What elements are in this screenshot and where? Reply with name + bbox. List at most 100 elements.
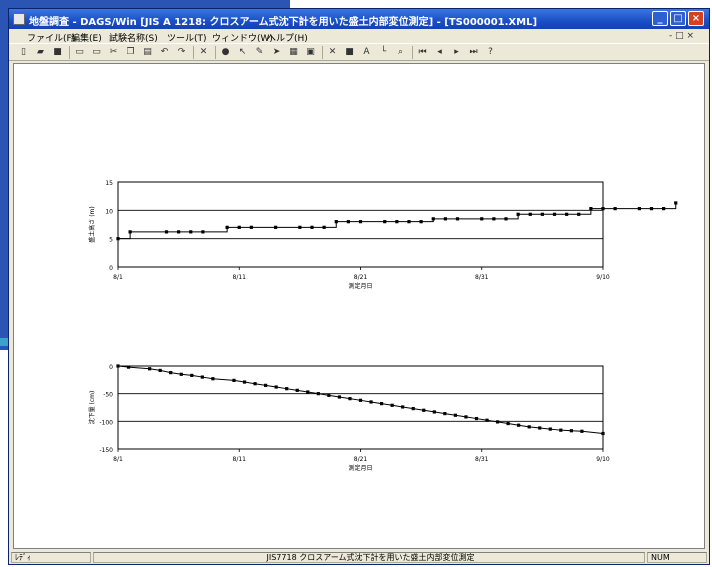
data-point <box>358 220 363 224</box>
data-point <box>464 415 468 419</box>
box-icon[interactable]: ■ <box>345 47 354 57</box>
plot-frame <box>117 181 604 268</box>
data-point <box>190 373 194 378</box>
data-point <box>495 420 500 424</box>
plot-frame <box>117 365 604 450</box>
next-page-icon[interactable]: ▸ <box>454 47 459 57</box>
data-point <box>126 365 131 369</box>
prev-page-icon[interactable]: ◂ <box>437 47 442 57</box>
cut-icon[interactable]: ✂ <box>109 47 118 57</box>
x-tick-label: 8/21 <box>354 456 368 463</box>
help-icon[interactable]: ? <box>488 47 493 57</box>
menu-test[interactable]: 試験名称(S) <box>109 34 158 44</box>
y-axis-label: 沈下量 (cm) <box>88 391 96 425</box>
toolbar-separator <box>215 46 216 59</box>
paste-icon[interactable]: ▤ <box>143 47 152 57</box>
data-point <box>674 201 678 205</box>
corner-icon[interactable]: └ <box>380 47 387 57</box>
data-point <box>390 403 394 407</box>
close-button[interactable]: × <box>688 11 704 26</box>
mdi-controls[interactable]: - □ × <box>669 31 695 41</box>
menu-tools[interactable]: ツール(T) <box>167 34 207 44</box>
x-tick-label: 8/11 <box>233 456 247 463</box>
open-folder-icon[interactable]: ▰ <box>37 47 44 57</box>
data-point <box>517 423 521 427</box>
point-icon[interactable]: ● <box>221 47 230 57</box>
data-point <box>164 230 169 234</box>
save-icon[interactable]: ■ <box>53 47 62 57</box>
data-point <box>232 378 236 382</box>
data-point <box>189 230 193 234</box>
toolbar-separator <box>69 46 70 59</box>
x-tick-label: 9/10 <box>596 274 610 281</box>
data-point <box>237 225 241 229</box>
data-point <box>285 387 289 391</box>
data-point <box>637 207 641 211</box>
app-icon[interactable] <box>13 13 25 25</box>
data-point <box>395 220 399 224</box>
data-point <box>552 212 557 216</box>
data-point <box>577 212 581 216</box>
toolbar: ▯ ▰ ■ ▭ ▭ ✂ ❐ ▤ ↶ ↷ ✕ ● ↖ ✎ ➤ ▦ ▣ ✕ ■ A └ ⌕ ⏮ ◂ ▸ ⏭? <box>9 43 709 61</box>
y-tick-label: 5 <box>109 237 113 244</box>
pointer-icon[interactable]: ➤ <box>272 47 281 57</box>
new-file-icon[interactable]: ▯ <box>21 47 26 57</box>
data-point <box>348 397 352 401</box>
copy-icon[interactable]: ❐ <box>126 47 135 57</box>
data-point <box>422 408 426 412</box>
window-title: 地盤調査 - DAGS/Win [JIS A 1218: クロスアーム式沈下計を… <box>29 17 538 28</box>
data-point <box>264 383 268 387</box>
last-page-icon[interactable]: ⏭ <box>469 47 478 57</box>
menu-edit[interactable]: 編集(E) <box>71 34 102 44</box>
data-point <box>242 380 247 384</box>
x-tick-label: 8/31 <box>475 274 489 281</box>
frame-icon[interactable]: ▣ <box>306 47 315 57</box>
data-point <box>379 402 384 406</box>
search-icon[interactable]: ⌕ <box>397 47 404 57</box>
delete-icon[interactable]: ✕ <box>199 47 208 57</box>
data-point <box>548 427 552 431</box>
status-description: JIS7718 クロスアーム式沈下計を用いた盛土内部変位測定 <box>93 552 645 563</box>
maximize-button[interactable]: □ <box>670 11 686 26</box>
menu-file[interactable]: ファイル(F) <box>27 34 76 44</box>
background-accent-bar <box>0 338 14 346</box>
data-point <box>346 220 350 224</box>
data-point <box>158 368 162 373</box>
title-bar[interactable]: 地盤調査 - DAGS/Win [JIS A 1218: クロスアーム式沈下計を… <box>9 9 709 29</box>
first-page-icon[interactable]: ⏮ <box>418 47 427 57</box>
menu-window[interactable]: ウィンドウ(W) <box>212 34 273 44</box>
data-point <box>485 418 489 422</box>
data-point <box>432 410 436 414</box>
data-point <box>559 428 563 432</box>
y-tick-label: 0 <box>109 364 113 371</box>
status-num: NUM <box>647 552 707 563</box>
data-point <box>200 375 204 379</box>
data-point <box>453 413 457 417</box>
x-tick-label: 8/11 <box>233 274 247 281</box>
print-preview-icon[interactable]: ▭ <box>92 47 101 57</box>
x-axis-label: 測定月日 <box>348 464 372 472</box>
print-icon[interactable]: ▭ <box>75 47 84 57</box>
status-ready: ﾚﾃﾞｨ <box>11 552 91 563</box>
data-point <box>401 405 405 409</box>
cross-icon[interactable]: ✕ <box>328 47 337 57</box>
minimize-button[interactable]: _ <box>652 11 668 26</box>
x-tick-label: 8/1 <box>113 274 123 281</box>
pencil-icon[interactable]: ✎ <box>255 47 264 57</box>
menu-help[interactable]: ヘルプ(H) <box>267 34 308 44</box>
data-point <box>169 371 173 375</box>
series-line <box>117 365 604 435</box>
data-point <box>506 421 510 426</box>
data-point <box>589 207 593 211</box>
data-point <box>504 217 508 221</box>
charts-canvas: 0 5 10 15 8/1 8/11 8/21 8/31 9/10 測定月日 盛土高さ (m) 0 -… <box>88 180 678 472</box>
select-arrow-icon[interactable]: ↖ <box>238 47 247 57</box>
grid-icon[interactable]: ▦ <box>289 47 298 57</box>
data-point <box>613 207 617 211</box>
text-icon[interactable]: A <box>363 47 370 57</box>
undo-icon[interactable]: ↶ <box>160 47 169 57</box>
redo-icon[interactable]: ↷ <box>177 47 186 57</box>
toolbar-separator <box>193 46 194 59</box>
data-point <box>211 377 215 381</box>
